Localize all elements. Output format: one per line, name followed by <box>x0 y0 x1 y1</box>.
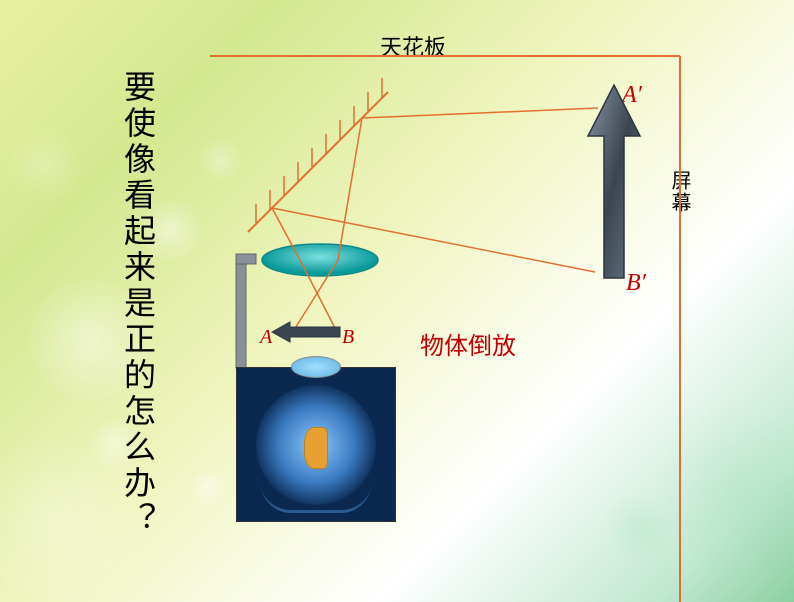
projector-device <box>236 367 396 522</box>
optics-diagram <box>0 0 794 602</box>
